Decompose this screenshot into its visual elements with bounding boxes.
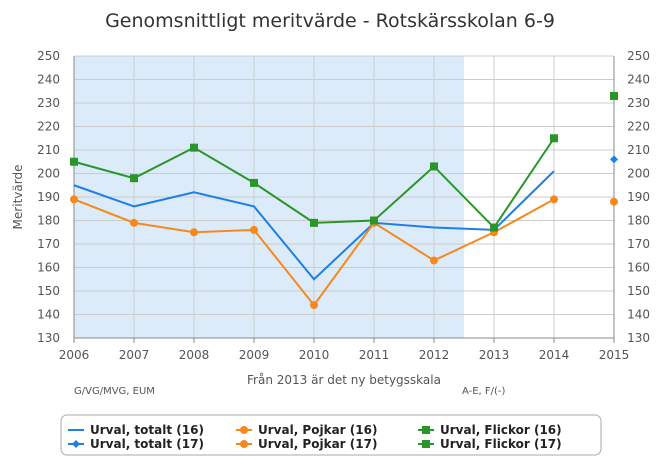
data-point-urval-pojkar-16 — [550, 195, 558, 204]
data-point-urval-flickor-16 — [550, 134, 558, 143]
data-point-urval-pojkar-16 — [250, 225, 258, 234]
y-tick-label-right: 250 — [627, 49, 650, 63]
data-point-urval-flickor-16 — [250, 178, 258, 187]
y-axis-title: Meritvärde — [11, 165, 25, 230]
y-tick-label-right: 210 — [627, 143, 650, 157]
x-tick-label: 2007 — [119, 348, 150, 362]
y-tick-label-left: 250 — [37, 49, 60, 63]
data-point-urval-flickor-16 — [190, 143, 198, 152]
x-tick-label: 2010 — [299, 348, 330, 362]
legend-label-urval-totalt-17: Urval, totalt (17) — [90, 437, 204, 451]
data-point-urval-pojkar-16 — [130, 218, 138, 227]
legend-marker-urval-pojkar-17 — [240, 440, 248, 448]
legend-label-urval-pojkar-16: Urval, Pojkar (16) — [258, 423, 377, 437]
x-tick-label: 2009 — [239, 348, 270, 362]
y-tick-label-right: 130 — [627, 331, 650, 345]
y-tick-label-right: 190 — [627, 190, 650, 204]
x-tick-label: 2008 — [179, 348, 210, 362]
data-point-urval-pojkar-16 — [430, 256, 438, 265]
y-tick-label-right: 240 — [627, 73, 650, 87]
series-line-urval-totalt-16 — [73, 170, 555, 281]
legend: Urval, totalt (16) Urval, Pojkar (16) Urva… — [60, 414, 602, 456]
data-point-urval-flickor-16 — [130, 174, 138, 183]
legend-marker-urval-totalt-17 — [72, 440, 80, 448]
y-tick-label-left: 160 — [37, 261, 60, 275]
y-tick-label-left: 180 — [37, 214, 60, 228]
data-point-urval-totalt-17 — [610, 155, 618, 164]
data-point-urval-pojkar-16 — [190, 228, 198, 237]
x-axis-title: Från 2013 är det ny betygsskala — [247, 373, 441, 387]
y-tick-label-right: 220 — [627, 120, 650, 134]
y-tick-label-right: 230 — [627, 96, 650, 110]
y-tick-label-left: 240 — [37, 73, 60, 87]
data-point-urval-flickor-16 — [310, 218, 318, 227]
grading-scale-old-note: G/VG/MVG, EUM — [74, 386, 155, 397]
y-tick-label-right: 180 — [627, 214, 650, 228]
y-tick-label-left: 140 — [37, 308, 60, 322]
legend-box — [60, 414, 602, 456]
y-tick-label-right: 160 — [627, 261, 650, 275]
y-tick-label-right: 170 — [627, 237, 650, 251]
x-tick-label: 2011 — [359, 348, 390, 362]
y-tick-label-right: 150 — [627, 284, 650, 298]
legend-label-urval-flickor-16: Urval, Flickor (16) — [440, 423, 562, 437]
y-tick-label-left: 210 — [37, 143, 60, 157]
x-tick-label: 2013 — [479, 348, 510, 362]
data-point-urval-flickor-16 — [370, 216, 378, 225]
x-tick-label: 2015 — [599, 348, 630, 362]
y-tick-label-left: 220 — [37, 120, 60, 134]
legend-marker-urval-pojkar-16 — [240, 426, 248, 434]
data-point-urval-flickor-16 — [490, 223, 498, 232]
data-point-urval-flickor-17 — [610, 91, 618, 100]
legend-label-urval-pojkar-17: Urval, Pojkar (17) — [258, 437, 377, 451]
data-point-urval-pojkar-16 — [70, 195, 78, 204]
y-tick-label-right: 140 — [627, 308, 650, 322]
x-tick-label: 2012 — [419, 348, 450, 362]
grading-scale-new-note: A-E, F/(-) — [462, 386, 506, 397]
legend-marker-urval-flickor-16 — [422, 426, 430, 434]
y-tick-label-left: 230 — [37, 96, 60, 110]
x-tick-label: 2006 — [59, 348, 90, 362]
y-tick-label-left: 190 — [37, 190, 60, 204]
y-tick-label-left: 130 — [37, 331, 60, 345]
data-point-urval-flickor-16 — [70, 157, 78, 166]
y-tick-label-left: 150 — [37, 284, 60, 298]
legend-label-urval-flickor-17: Urval, Flickor (17) — [440, 437, 562, 451]
data-point-urval-flickor-16 — [430, 162, 438, 171]
data-point-urval-pojkar-16 — [310, 301, 318, 310]
x-tick-label: 2014 — [539, 348, 570, 362]
data-point-urval-pojkar-17 — [610, 197, 618, 206]
legend-marker-urval-flickor-17 — [422, 440, 430, 448]
legend-label-urval-totalt-16: Urval, totalt (16) — [90, 423, 204, 437]
y-tick-label-left: 170 — [37, 237, 60, 251]
y-tick-label-right: 200 — [627, 167, 650, 181]
y-tick-label-left: 200 — [37, 167, 60, 181]
chart-title: Genomsnittligt meritvärde - Rotskärsskol… — [105, 10, 555, 32]
